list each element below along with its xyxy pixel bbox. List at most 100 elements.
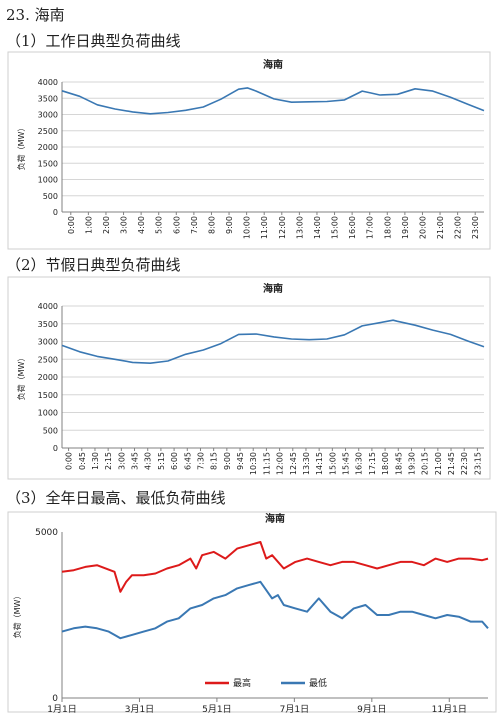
x-tick-label: 6:45 <box>183 452 192 470</box>
series-line-1 <box>61 87 485 115</box>
x-tick-label: 18:45 <box>394 452 403 475</box>
x-tick-label: 1:30 <box>91 452 100 470</box>
x-tick-label: 11:15 <box>262 452 271 475</box>
chart-title: 海南 <box>265 512 285 525</box>
y-tick-label: 2500 <box>38 127 58 136</box>
legend-label-1: 最高 <box>233 677 251 689</box>
x-tick-label: 20:15 <box>421 452 430 475</box>
series-line-1 <box>61 319 485 365</box>
x-tick-label: 1:00 <box>84 216 93 234</box>
x-tick-label: 2:00 <box>102 216 111 234</box>
series-line-1 <box>61 541 489 593</box>
chart-2: 海南 0 500 1000 1500 2000 2500 3000 3500 4000 负荷（MW）… <box>7 276 491 480</box>
x-tick-label: 15:00 <box>331 216 340 239</box>
x-tick-label: 5:00 <box>155 216 164 234</box>
x-tick-label: 2:15 <box>104 452 113 470</box>
chart-frame <box>7 51 491 250</box>
x-tick-label: 9:45 <box>236 452 245 470</box>
x-tick-label: 8:00 <box>207 216 216 234</box>
x-tick-label: 23:00 <box>471 216 480 239</box>
y-tick-label: 1000 <box>38 176 58 185</box>
y-axis-label: 负荷（MW） <box>16 124 26 171</box>
x-tick-label: 9:00 <box>223 452 232 470</box>
x-tick-label: 14:00 <box>313 216 322 239</box>
x-tick-label: 17:00 <box>366 216 375 239</box>
x-tick-label: 18:00 <box>383 216 392 239</box>
section-title-workday: （1）工作日典型负荷曲线 <box>6 32 181 50</box>
y-axis-label: 负荷（MW） <box>16 354 26 401</box>
x-tick-label: 21:00 <box>436 216 445 239</box>
x-tick-label: 22:30 <box>460 452 469 475</box>
y-tick-label: 0 <box>52 694 58 704</box>
x-tick-label: 12:00 <box>278 216 287 239</box>
x-tick-label: 21:00 <box>434 452 443 475</box>
x-tick-label: 6:00 <box>170 452 179 470</box>
x-tick-label: 19:30 <box>407 452 416 475</box>
x-tick-label: 17:15 <box>368 452 377 475</box>
x-tick-label: 10:30 <box>249 452 258 475</box>
y-tick-label: 500 <box>43 426 58 435</box>
x-tick-label: 7:30 <box>196 452 205 470</box>
chart-3: 海南 0 5000 负荷（MW） 1月1日 3月1日 5月1日 7月1日 9月1日 11月1日 最高… <box>7 511 497 715</box>
x-tick-label: 6:00 <box>172 216 181 234</box>
section-title-holiday: （2）节假日典型负荷曲线 <box>6 256 181 274</box>
y-tick-label: 0 <box>53 444 58 453</box>
x-tick-label: 8:15 <box>210 452 219 470</box>
x-tick-label: 21:45 <box>447 452 456 475</box>
x-tick-label: 19:00 <box>401 216 410 239</box>
x-tick-label: 11月1日 <box>432 704 467 715</box>
y-axis-label: 负荷（MW） <box>12 592 22 639</box>
x-tick-label: 10:00 <box>243 216 252 239</box>
y-tick-label: 2500 <box>38 355 58 364</box>
chart-frame <box>7 276 491 480</box>
y-tick-label: 1500 <box>38 391 58 400</box>
y-tick-label: 3000 <box>38 111 58 120</box>
y-tick-label: 4000 <box>38 78 58 87</box>
x-tick-label: 16:30 <box>355 452 364 475</box>
x-tick-label: 20:00 <box>418 216 427 239</box>
x-tick-label: 7月1日 <box>280 704 309 715</box>
x-tick-label: 7:00 <box>190 216 199 234</box>
x-tick-label: 9月1日 <box>357 704 386 715</box>
x-tick-label: 0:00 <box>67 216 76 234</box>
legend-label-2: 最低 <box>309 677 327 689</box>
x-tick-label: 23:15 <box>473 452 482 475</box>
y-tick-label: 0 <box>53 208 58 217</box>
section-title-annual: （3）全年日最高、最低负荷曲线 <box>6 489 226 507</box>
x-tick-label: 12:45 <box>289 452 298 475</box>
x-tick-label: 11:00 <box>260 216 269 239</box>
chart-title: 海南 <box>263 282 283 295</box>
x-tick-label: 4:30 <box>144 452 153 470</box>
x-tick-label: 15:45 <box>342 452 351 475</box>
x-tick-label: 1月1日 <box>47 704 76 715</box>
x-tick-label: 16:00 <box>348 216 357 239</box>
y-tick-label: 2000 <box>38 143 58 152</box>
y-tick-label: 1500 <box>38 159 58 168</box>
x-tick-label: 5:15 <box>157 452 166 470</box>
x-tick-label: 3月1日 <box>125 704 154 715</box>
chart-1: 海南 0 500 1000 1500 2000 2500 3000 3500 4000 负荷（MW）… <box>7 51 491 250</box>
x-tick-label: 22:00 <box>454 216 463 239</box>
y-tick-label: 3500 <box>38 94 58 103</box>
y-tick-label: 3500 <box>38 320 58 329</box>
x-tick-label: 3:45 <box>131 452 140 470</box>
y-tick-label: 2000 <box>38 373 58 382</box>
y-tick-label: 3000 <box>38 338 58 347</box>
x-tick-label: 12:00 <box>276 452 285 475</box>
x-tick-label: 5月1日 <box>202 704 231 715</box>
x-tick-label: 14:15 <box>315 452 324 475</box>
x-tick-label: 4:00 <box>137 216 146 234</box>
series-line-2 <box>61 580 489 640</box>
x-tick-label: 13:30 <box>302 452 311 475</box>
x-tick-label: 3:00 <box>117 452 126 470</box>
x-tick-label: 13:00 <box>295 216 304 239</box>
y-tick-label: 500 <box>43 192 58 201</box>
x-tick-label: 15:00 <box>328 452 337 475</box>
chart-frame <box>7 511 497 713</box>
x-tick-label: 0:00 <box>65 452 74 470</box>
x-tick-label: 3:00 <box>120 216 129 234</box>
x-tick-label: 0:45 <box>78 452 87 470</box>
y-tick-label: 5000 <box>35 528 58 538</box>
y-tick-label: 1000 <box>38 409 58 418</box>
